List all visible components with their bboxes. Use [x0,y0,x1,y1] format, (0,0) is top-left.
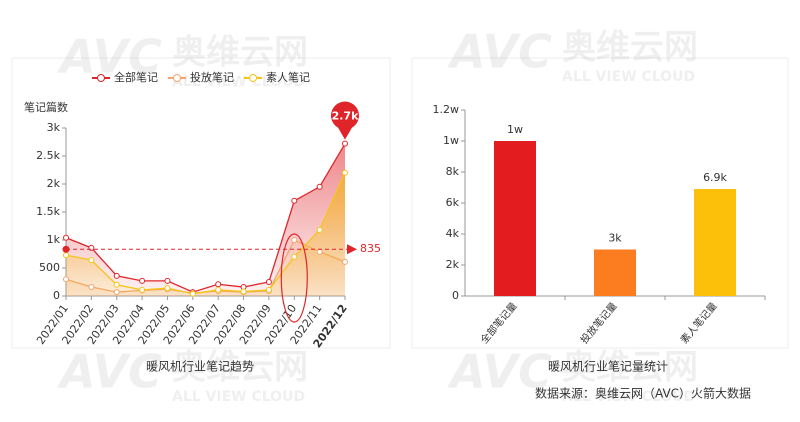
watermark-name: 奥维云网 [172,33,308,73]
point [113,272,120,279]
panel-left [11,57,391,349]
series-line [65,172,346,295]
point [63,252,69,259]
watermark-tagline: ALL VIEW CLOUD [172,389,305,405]
watermark-name: 奥维云网 [562,28,698,68]
watermark-logo: AVC [447,25,552,79]
point [342,140,348,147]
point [88,284,95,291]
y-tick-label: 1w [443,134,459,147]
y-tick-label: 2.5k [36,149,60,162]
y-tick-label: 0 [452,289,459,302]
bar [494,141,536,296]
point [113,289,120,296]
y-tick-label: 6k [446,196,460,209]
source: 数据来源：奥维云网（AVC）火箭大数据 [535,386,751,401]
watermark-name: 奥维云网 [172,348,308,388]
y-tick-label: 1.5k [36,205,60,218]
watermark-logo: AVC [57,345,162,399]
max-pin [331,101,360,140]
point [189,290,196,297]
point [88,257,95,264]
point [291,197,298,204]
y-tick-label: 1.2w [433,103,460,116]
panel-right [411,57,789,349]
x-tick-label: 全部笔记量 [477,300,519,347]
point [240,288,247,295]
point [265,279,272,285]
bar [694,189,736,296]
point [215,286,222,293]
point [139,277,146,284]
x-tick-label: 素人笔记量 [677,300,719,347]
point [342,169,348,176]
series-area [66,172,345,296]
legend-swatch-dot [173,74,181,82]
chart-title: 暖风机行业笔记量统计 [548,359,668,374]
point [164,285,171,292]
markline-start [62,245,70,253]
watermark-logo: AVC [57,30,162,84]
point [139,286,146,293]
value-label: 1w [507,123,523,136]
point [316,226,323,233]
markline-arrow [347,244,357,255]
point [342,258,348,265]
watermark-tagline: ALL VIEW CLOUD [172,74,305,90]
legend-swatch-dot [97,74,105,82]
point [215,281,222,288]
y-tick-label: 1k [47,233,61,246]
y-axis-label: 笔记篇数 [24,100,68,114]
x-tick-label: 投放笔记量 [577,300,619,347]
y-tick-label: 2k [47,177,61,190]
y-tick-label: 8k [446,165,460,178]
point [316,183,323,190]
point [265,286,272,293]
point [316,248,323,255]
markline-label: 835 [360,242,381,255]
point [113,281,120,288]
y-tick-label: 2k [446,258,460,271]
value-label: 2.7k [332,110,359,123]
bar [594,249,636,296]
legend-label: 投放笔记 [190,70,234,84]
point [63,234,69,241]
y-tick-label: 3k [47,121,61,134]
value-label: 6.9k [703,171,727,184]
point [291,237,298,243]
highlight [280,233,308,323]
legend-swatch-dot [249,74,257,82]
y-tick-label: 500 [39,261,60,274]
watermark-name: 奥维云网 [562,348,698,388]
legend-label: 全部笔记 [114,70,158,84]
point [164,277,171,284]
point [291,253,298,260]
chart-title: 暖风机行业笔记趋势 [146,359,254,374]
point [63,276,69,283]
y-tick-label: 4k [446,227,460,240]
series-line [65,143,346,293]
watermark-tagline: ALL VIEW CLOUD [562,389,695,405]
legend-label: 素人笔记 [266,70,310,84]
y-tick-label: 0 [53,289,60,302]
watermark-tagline: ALL VIEW CLOUD [562,69,695,85]
value-label: 3k [608,232,622,245]
watermark-logo: AVC [447,345,552,399]
